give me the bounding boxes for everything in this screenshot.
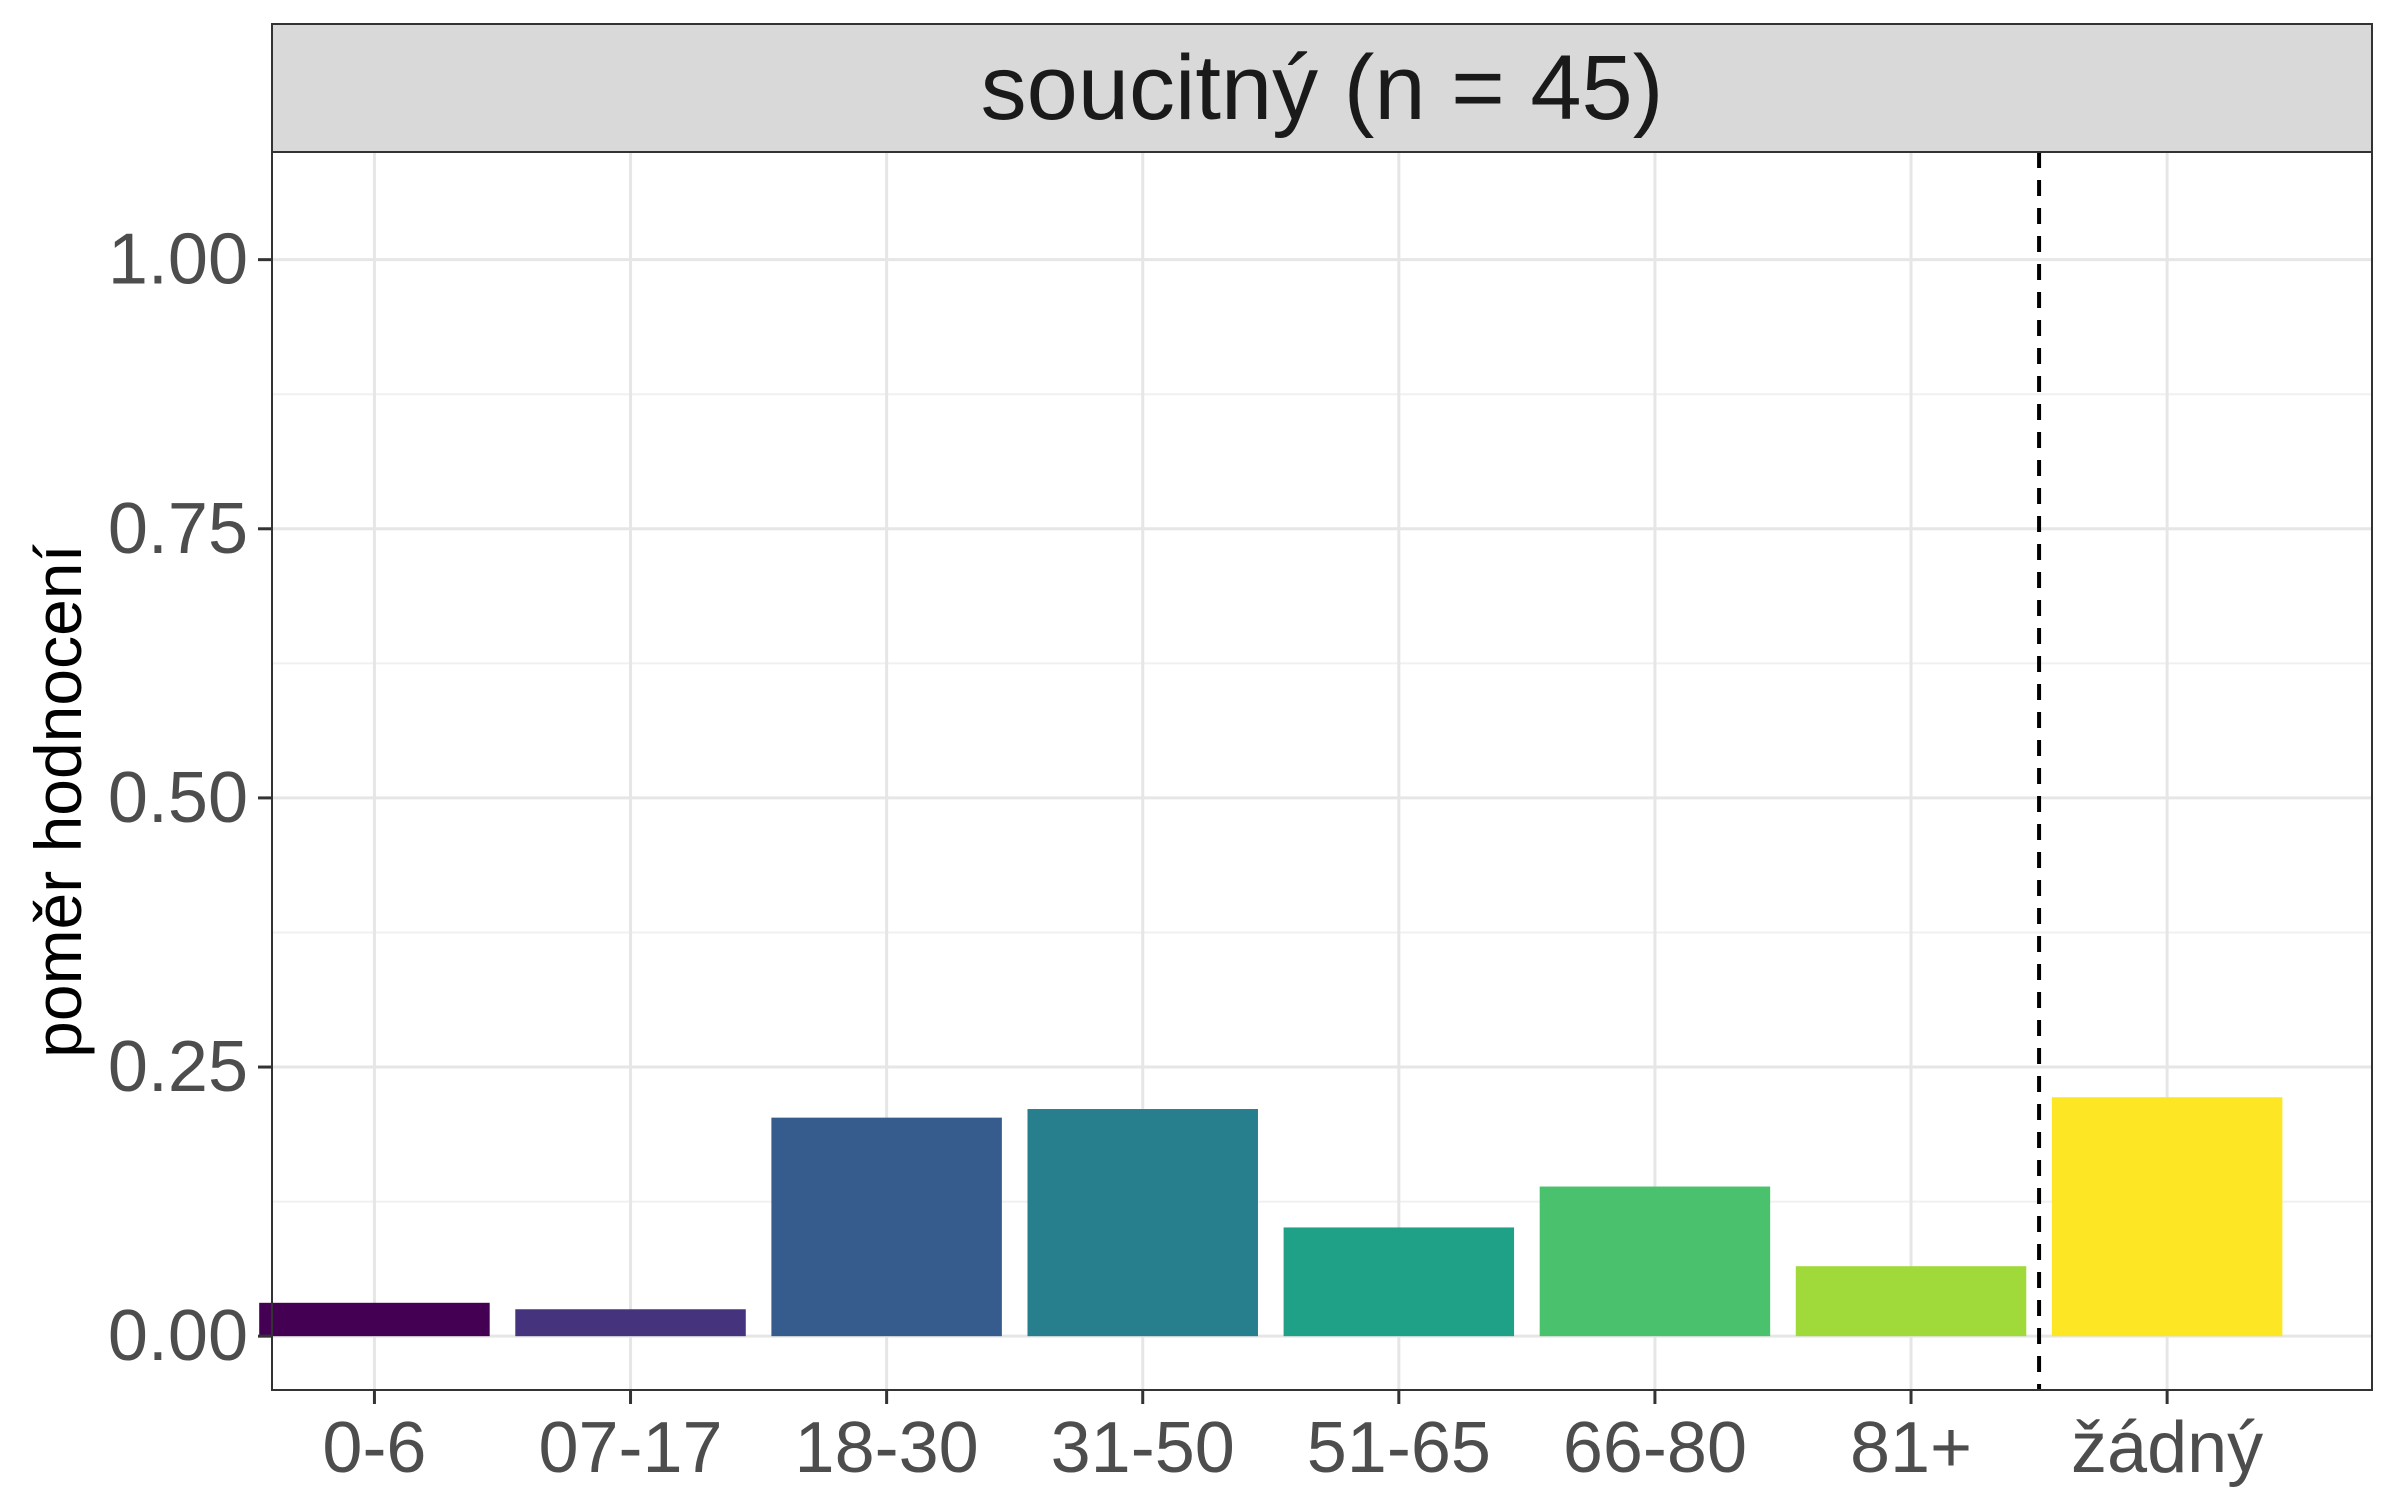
x-tick-label: 51-65 <box>1307 1408 1491 1488</box>
bar <box>1539 1186 1771 1337</box>
y-tick-label: 0.25 <box>108 1027 248 1107</box>
x-axis: 0-6 07-17 18-30 31-50 51-65 66-80 81+ žádný <box>322 1390 2263 1488</box>
bar <box>771 1117 1002 1337</box>
bar <box>1027 1109 1258 1337</box>
y-tick-label: 1.00 <box>108 220 248 300</box>
x-tick-label: žádný <box>2071 1408 2263 1488</box>
x-tick-label: 0-6 <box>322 1408 426 1488</box>
bar <box>1795 1266 2027 1337</box>
panel-background <box>272 152 2372 1390</box>
y-tick-label: 0.00 <box>108 1296 248 1376</box>
x-tick-label: 07-17 <box>538 1408 722 1488</box>
x-tick-label: 18-30 <box>795 1408 979 1488</box>
x-tick-label: 81+ <box>1850 1408 1972 1488</box>
bar <box>515 1309 746 1337</box>
y-tick-label: 0.50 <box>108 758 248 838</box>
bar <box>1283 1227 1515 1337</box>
bars <box>259 1097 2283 1337</box>
facet-strip: soucitný (n = 45) <box>271 23 2373 153</box>
grid <box>272 152 2372 1390</box>
y-axis: 0.00 0.25 0.50 0.75 1.00 <box>108 220 272 1376</box>
x-tick-label: 31-50 <box>1051 1408 1235 1488</box>
bar <box>2051 1097 2283 1337</box>
panel-border <box>271 151 2373 1391</box>
y-tick-label: 0.75 <box>108 489 248 569</box>
facet-strip-bg <box>271 23 2373 153</box>
x-tick-label: 66-80 <box>1563 1408 1747 1488</box>
bar <box>259 1302 490 1337</box>
chart-title: soucitný (n = 45) <box>981 37 1664 139</box>
y-axis-title: poměr hodnocení <box>21 543 95 1057</box>
